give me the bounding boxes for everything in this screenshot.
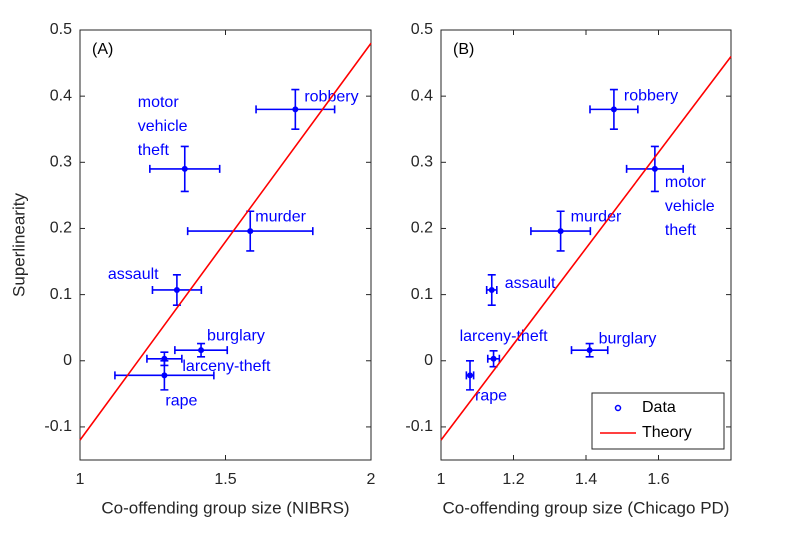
point-label: rape — [475, 388, 507, 405]
marker — [181, 165, 188, 172]
marker — [247, 228, 254, 235]
data-point — [255, 88, 336, 131]
y-tick-label: 0.4 — [411, 87, 433, 104]
data-point — [485, 273, 498, 306]
data-point — [149, 145, 221, 193]
x-tick-label: 1 — [76, 471, 85, 488]
y-tick-label: 0.5 — [411, 21, 433, 38]
data-point — [174, 342, 229, 358]
legend-marker — [614, 404, 622, 412]
point-label: rape — [165, 393, 197, 410]
y-tick-label: 0.1 — [50, 286, 72, 303]
point-label: motor vehicle theft — [665, 174, 715, 239]
legend: Data Theory — [591, 392, 725, 450]
data-point — [625, 145, 684, 193]
legend-box — [591, 392, 725, 450]
point-label: robbery — [624, 88, 678, 105]
x-tick-label: 1.4 — [575, 471, 597, 488]
y-tick-label: 0.3 — [50, 154, 72, 171]
y-tick-label: -0.1 — [44, 418, 72, 435]
x-axis-label: Co-offending group size (Chicago PD) — [443, 498, 730, 517]
point-label: larceny-theft — [460, 328, 549, 345]
x-tick-label: 2 — [367, 471, 376, 488]
x-tick-label: 1 — [437, 471, 446, 488]
y-tick-label: 0.1 — [411, 286, 433, 303]
marker — [292, 106, 299, 113]
point-label: larceny-theft — [182, 358, 271, 375]
data-point — [530, 210, 592, 252]
x-tick-label: 1.6 — [647, 471, 669, 488]
point-label: motor vehicle theft — [138, 94, 188, 159]
marker — [490, 355, 497, 362]
x-tick-label: 1.2 — [502, 471, 524, 488]
y-tick-label: 0 — [424, 352, 433, 369]
marker — [198, 347, 205, 354]
marker — [467, 372, 473, 379]
point-label: burglary — [207, 327, 265, 344]
point-label: murder — [571, 208, 622, 225]
marker — [651, 165, 658, 172]
y-tick-label: 0.2 — [50, 220, 72, 237]
panel-label: (A) — [92, 41, 113, 58]
point-label: murder — [255, 208, 306, 225]
data-point — [151, 273, 203, 306]
legend-label: Data — [642, 399, 676, 416]
theory-line — [79, 42, 372, 441]
panel-label: (B) — [453, 41, 474, 58]
y-axis-label: Superlinearity — [9, 193, 28, 297]
data-point — [114, 359, 215, 391]
data-point — [570, 342, 609, 358]
data-point — [465, 359, 475, 391]
marker — [173, 286, 180, 293]
marker — [610, 106, 617, 113]
point-label: burglary — [599, 330, 657, 347]
y-tick-label: 0.5 — [50, 21, 72, 38]
legend-label: Theory — [642, 424, 692, 441]
data-point — [146, 351, 183, 367]
y-tick-label: 0.3 — [411, 154, 433, 171]
y-tick-label: 0 — [63, 352, 72, 369]
y-tick-label: 0.2 — [411, 220, 433, 237]
x-axis-label: Co-offending group size (NIBRS) — [101, 498, 349, 517]
data-point — [186, 210, 314, 252]
data-point — [589, 88, 639, 131]
marker — [488, 286, 495, 293]
marker — [557, 228, 564, 235]
point-label: assault — [505, 275, 556, 292]
y-tick-label: -0.1 — [405, 418, 433, 435]
theory-line — [440, 55, 732, 441]
y-tick-label: 0.4 — [50, 87, 72, 104]
x-tick-label: 1.5 — [214, 471, 236, 488]
marker — [586, 347, 593, 354]
marker — [161, 372, 168, 379]
point-label: assault — [108, 266, 159, 283]
